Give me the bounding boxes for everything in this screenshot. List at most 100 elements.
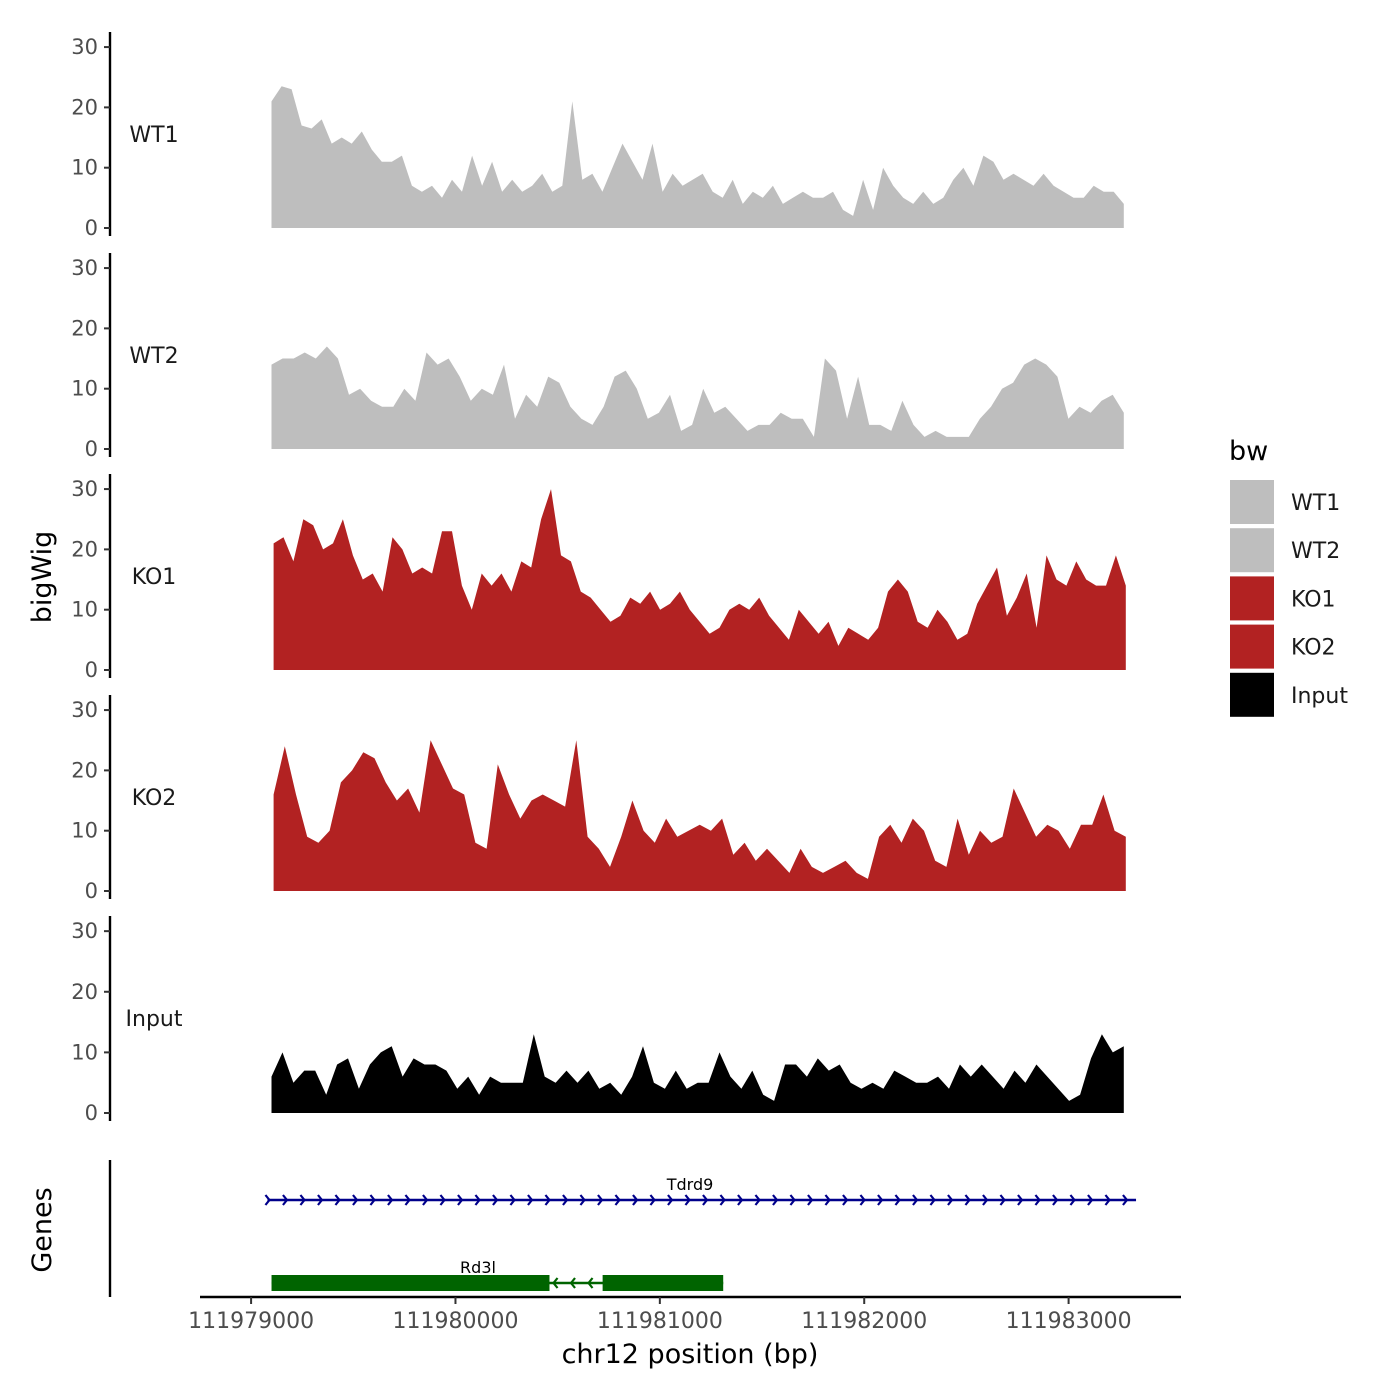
y-tick-label: 20 [71, 758, 98, 782]
strand-arrow [859, 1194, 866, 1206]
strand-arrow [1069, 1194, 1076, 1206]
strand-arrow [422, 1194, 429, 1206]
strand-arrow [982, 1194, 989, 1206]
strand-arrow [947, 1194, 954, 1206]
strand-arrow [964, 1194, 971, 1206]
y-tick-label: 10 [71, 156, 98, 180]
strand-arrow [667, 1194, 674, 1206]
gene-track: Tdrd9 Rd3l [108, 1160, 1137, 1297]
legend-key-input [1230, 672, 1274, 717]
y-tick-label: 0 [85, 1101, 98, 1125]
strand-arrow [929, 1194, 936, 1206]
strand-arrow [552, 1277, 559, 1289]
x-tick-label: 111983000 [1006, 1309, 1132, 1334]
strand-arrow [824, 1194, 831, 1206]
strand-arrow [842, 1194, 849, 1206]
legend-key-wt2 [1230, 528, 1274, 573]
strand-arrow [614, 1194, 621, 1206]
exon [271, 1275, 550, 1291]
strand-arrow [404, 1194, 411, 1206]
strand-arrow [737, 1194, 744, 1206]
y-tick-label: 0 [85, 216, 98, 240]
track-label-wt1: WT1 [129, 123, 178, 148]
strand-arrow [352, 1194, 359, 1206]
y-tick-label: 30 [71, 35, 98, 59]
legend-label-input: Input [1291, 684, 1348, 709]
x-tick-label: 111982000 [801, 1309, 927, 1334]
strand-arrow [334, 1194, 341, 1206]
strand-arrow [754, 1194, 761, 1206]
y-tick-label: 30 [71, 477, 98, 501]
y-axis-title: bigWig [27, 531, 58, 624]
area-wt1 [271, 86, 1124, 228]
legend-key-ko1 [1230, 576, 1274, 621]
strand-arrow [527, 1194, 534, 1206]
strand-arrow [299, 1194, 306, 1206]
legend-label-wt2: WT2 [1291, 539, 1340, 564]
y-tick-label: 10 [71, 819, 98, 843]
track-ko2: 0 10 20 30 KO2 [71, 695, 1126, 903]
strand-arrow [387, 1194, 394, 1206]
y-tick-label: 20 [71, 980, 98, 1004]
y-tick-label: 30 [71, 256, 98, 280]
strand-arrow [264, 1194, 271, 1206]
strand-arrow [684, 1194, 691, 1206]
strand-arrow [1034, 1194, 1041, 1206]
strand-arrow [912, 1194, 919, 1206]
area-input [271, 1034, 1124, 1113]
signal-tracks: 0 10 20 30 WT1 0 10 20 30 WT2 0 10 20 30 KO1 0 10 20 30 KO2… [71, 32, 1126, 1125]
x-axis: 111979000 111980000 111981000 111982000 1119… [188, 1295, 1181, 1334]
strand-arrow [894, 1194, 901, 1206]
y-tick-label: 20 [71, 95, 98, 119]
strand-arrow [544, 1194, 551, 1206]
legend-label-ko1: KO1 [1291, 587, 1336, 612]
track-label-input: Input [126, 1007, 183, 1032]
y-tick-label: 0 [85, 879, 98, 903]
gene-label: Tdrd9 [666, 1175, 714, 1194]
strand-arrow [999, 1194, 1006, 1206]
strand-arrow [597, 1194, 604, 1206]
x-tick-label: 111980000 [392, 1309, 518, 1334]
track-input: 0 10 20 30 Input [71, 916, 1124, 1125]
strand-arrow [457, 1194, 464, 1206]
strand-arrow [702, 1194, 709, 1206]
area-ko2 [273, 740, 1126, 891]
gene-tdrd9: Tdrd9 [264, 1175, 1137, 1206]
legend-label-ko2: KO2 [1291, 636, 1336, 661]
strand-arrow [474, 1194, 481, 1206]
legend-key-wt1 [1230, 480, 1274, 524]
strand-arrow [1104, 1194, 1111, 1206]
y-tick-label: 20 [71, 316, 98, 340]
track-label-ko2: KO2 [132, 786, 177, 811]
x-tick-label: 111979000 [188, 1309, 314, 1334]
exon [602, 1275, 724, 1291]
strand-arrow [369, 1194, 376, 1206]
strand-arrow [807, 1194, 814, 1206]
legend-title: bw [1229, 436, 1268, 467]
y-tick-label: 0 [85, 658, 98, 682]
strand-arrow [719, 1194, 726, 1206]
strand-arrow [1122, 1194, 1129, 1206]
y-tick-label: 20 [71, 537, 98, 561]
strand-arrow [1087, 1194, 1094, 1206]
y-tick-label: 30 [71, 698, 98, 722]
x-tick-label: 111981000 [597, 1309, 723, 1334]
track-wt2: 0 10 20 30 WT2 [71, 253, 1124, 461]
track-label-ko1: KO1 [132, 565, 177, 590]
y-tick-label: 0 [85, 437, 98, 461]
y-tick-label: 30 [71, 919, 98, 943]
legend-key-ko2 [1230, 624, 1274, 669]
strand-arrow [587, 1277, 594, 1289]
y-tick-label: 10 [71, 1040, 98, 1064]
y-tick-label: 10 [71, 598, 98, 622]
strand-arrow [562, 1194, 569, 1206]
strand-arrow [282, 1194, 289, 1206]
gene-label: Rd3l [460, 1258, 496, 1277]
strand-arrow [492, 1194, 499, 1206]
genes-axis-title: Genes [27, 1187, 58, 1272]
legend-label-wt1: WT1 [1291, 491, 1340, 516]
y-tick-label: 10 [71, 377, 98, 401]
strand-arrow [632, 1194, 639, 1206]
